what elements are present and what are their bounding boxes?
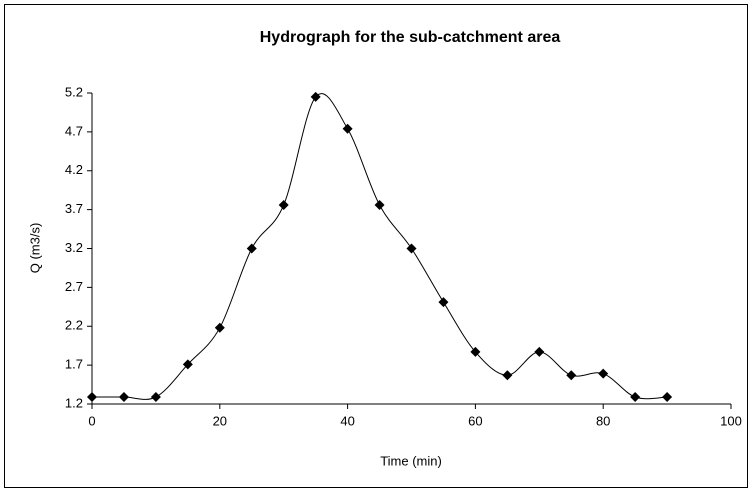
y-tick-label: 2.2 xyxy=(65,318,83,333)
x-tick-label: 0 xyxy=(88,413,95,428)
y-tick-label: 1.7 xyxy=(65,357,83,372)
chart-title: Hydrograph for the sub-catchment area xyxy=(260,29,561,46)
y-tick-label: 4.7 xyxy=(65,123,83,138)
marker xyxy=(374,199,385,210)
x-tick-label: 80 xyxy=(596,413,610,428)
x-axis-label: Time (min) xyxy=(380,453,442,468)
y-axis-label: Q (m3/s) xyxy=(27,223,42,274)
y-tick-label: 3.2 xyxy=(65,240,83,255)
marker xyxy=(118,392,129,403)
y-tick-label: 3.7 xyxy=(65,201,83,216)
marker xyxy=(470,346,481,357)
x-tick-label: 40 xyxy=(340,413,354,428)
y-tick-label: 2.7 xyxy=(65,279,83,294)
x-tick-label: 100 xyxy=(720,413,742,428)
marker xyxy=(630,392,641,403)
marker xyxy=(182,359,193,370)
chart-border xyxy=(4,4,748,488)
marker xyxy=(566,370,577,381)
marker xyxy=(438,297,449,308)
y-tick-label: 1.2 xyxy=(65,395,83,410)
marker xyxy=(310,91,321,102)
marker xyxy=(87,392,97,403)
marker xyxy=(406,243,417,254)
marker xyxy=(278,199,289,210)
marker xyxy=(662,392,673,403)
marker xyxy=(342,123,353,134)
marker xyxy=(502,370,513,381)
marker xyxy=(534,346,545,357)
marker xyxy=(246,243,257,254)
marker xyxy=(598,368,609,379)
y-tick-label: 5.2 xyxy=(65,84,83,99)
marker xyxy=(150,392,161,403)
y-tick-label: 4.2 xyxy=(65,162,83,177)
x-tick-label: 60 xyxy=(468,413,482,428)
marker xyxy=(214,322,225,333)
x-tick-label: 20 xyxy=(213,413,227,428)
